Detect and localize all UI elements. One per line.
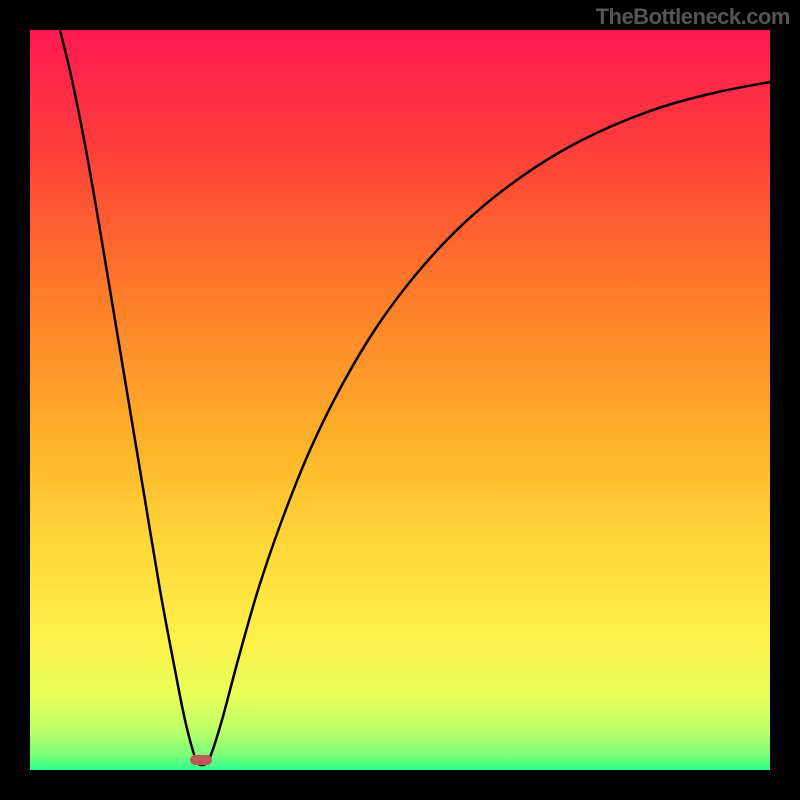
optimal-point-marker	[190, 755, 212, 765]
chart-background	[30, 30, 770, 770]
watermark-text: TheBottleneck.com	[596, 4, 790, 30]
chart-container: TheBottleneck.com	[0, 0, 800, 800]
chart-svg	[0, 0, 800, 800]
